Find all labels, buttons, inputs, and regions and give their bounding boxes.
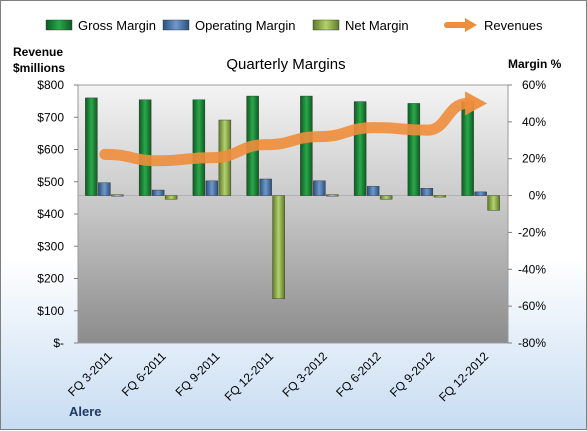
- legend-label: Revenues: [484, 18, 543, 33]
- operating-margin-bar: [151, 189, 165, 196]
- gross-margin-bar: [85, 97, 98, 196]
- net-margin-bar: [164, 195, 178, 200]
- left-axis-tick-label: $800: [37, 78, 64, 92]
- operating-margin-bar: [313, 180, 326, 196]
- x-axis-tick-label: FQ 6-2011: [119, 349, 169, 399]
- gross-margin-bar: [300, 95, 313, 196]
- operating-margin-bar: [259, 178, 272, 196]
- chart-title: Quarterly Margins: [226, 56, 345, 73]
- left-axis-tick-label: $-: [53, 336, 64, 350]
- x-axis-tick-label: FQ 9-2011: [173, 349, 223, 399]
- right-axis-title: Margin %: [508, 57, 562, 71]
- x-axis-labels: FQ 3-2011 FQ 6-2011 FQ 9-2011 FQ 12-2011 FQ …: [65, 349, 491, 404]
- left-axis-tick-label: $100: [37, 304, 64, 318]
- right-axis-tick-label: 0%: [529, 189, 547, 203]
- x-axis-tick-label: FQ 9-2012: [387, 349, 438, 400]
- net-margin-bar: [111, 194, 124, 197]
- revenues-line: [99, 97, 473, 167]
- net-margin-bar: [379, 195, 393, 200]
- legend-swatch: [45, 19, 73, 31]
- operating-margin-bar: [474, 191, 487, 196]
- net-margin-bar: [272, 195, 285, 299]
- left-axis: $- $100 $200 $300 $400 $500 $600 $700 $800: [37, 78, 78, 350]
- x-axis-tick-label: FQ 12-2011: [222, 349, 277, 404]
- right-axis-tick-label: 40%: [522, 115, 546, 129]
- operating-margin-bar: [366, 186, 380, 196]
- x-axis-tick-label: FQ 12-2012: [436, 349, 491, 404]
- net-margin-bar: [326, 194, 339, 197]
- legend-swatch: [162, 19, 190, 31]
- legend-label: Gross Margin: [78, 18, 156, 33]
- legend: Gross Margin Operating Margin Net Margin Re…: [45, 18, 543, 33]
- legend-label: Net Margin: [345, 18, 409, 33]
- right-axis-tick-label: 60%: [522, 78, 546, 92]
- left-axis-tick-label: $200: [37, 272, 64, 286]
- left-axis-tick-label: $300: [37, 239, 64, 253]
- left-axis-title-line2: $millions: [13, 61, 65, 75]
- revenues-arrowhead: [465, 91, 488, 116]
- company-label: Alere: [69, 404, 102, 419]
- right-axis-tick-label: -40%: [518, 262, 546, 276]
- right-axis: -80% -60% -40% -20% 0% 20% 40% 60%: [508, 78, 546, 350]
- left-axis-tick-label: $500: [37, 175, 64, 189]
- operating-margin-bar: [420, 187, 434, 196]
- legend-swatch: [312, 19, 340, 31]
- right-axis-tick-label: 20%: [522, 152, 546, 166]
- x-axis-tick-label: FQ 3-2012: [280, 349, 331, 400]
- legend-arrow-swatch: [465, 18, 477, 32]
- left-axis-tick-label: $400: [37, 207, 64, 221]
- right-axis-tick-label: -80%: [518, 336, 546, 350]
- left-axis-title-line1: Revenue: [13, 45, 63, 59]
- net-margin-bar: [433, 195, 447, 198]
- left-axis-tick-label: $700: [37, 110, 64, 124]
- right-axis-tick-label: -60%: [518, 299, 546, 313]
- net-margin-bar: [487, 195, 500, 211]
- operating-margin-bar: [98, 182, 111, 196]
- right-axis-tick-label: -20%: [518, 225, 546, 239]
- x-axis-tick-label: FQ 3-2011: [65, 349, 115, 399]
- operating-margin-bar: [205, 180, 219, 196]
- revenue-line-group: [99, 91, 488, 167]
- gross-margin-bar: [461, 101, 474, 196]
- legend-label: Operating Margin: [195, 18, 295, 33]
- gross-margin-bar: [192, 99, 206, 196]
- gross-margin-bar: [407, 103, 421, 196]
- gross-margin-bar: [353, 101, 367, 196]
- x-axis-tick-label: FQ 6-2012: [333, 349, 384, 400]
- gross-margin-bar: [138, 99, 152, 196]
- left-axis-tick-label: $600: [37, 143, 64, 157]
